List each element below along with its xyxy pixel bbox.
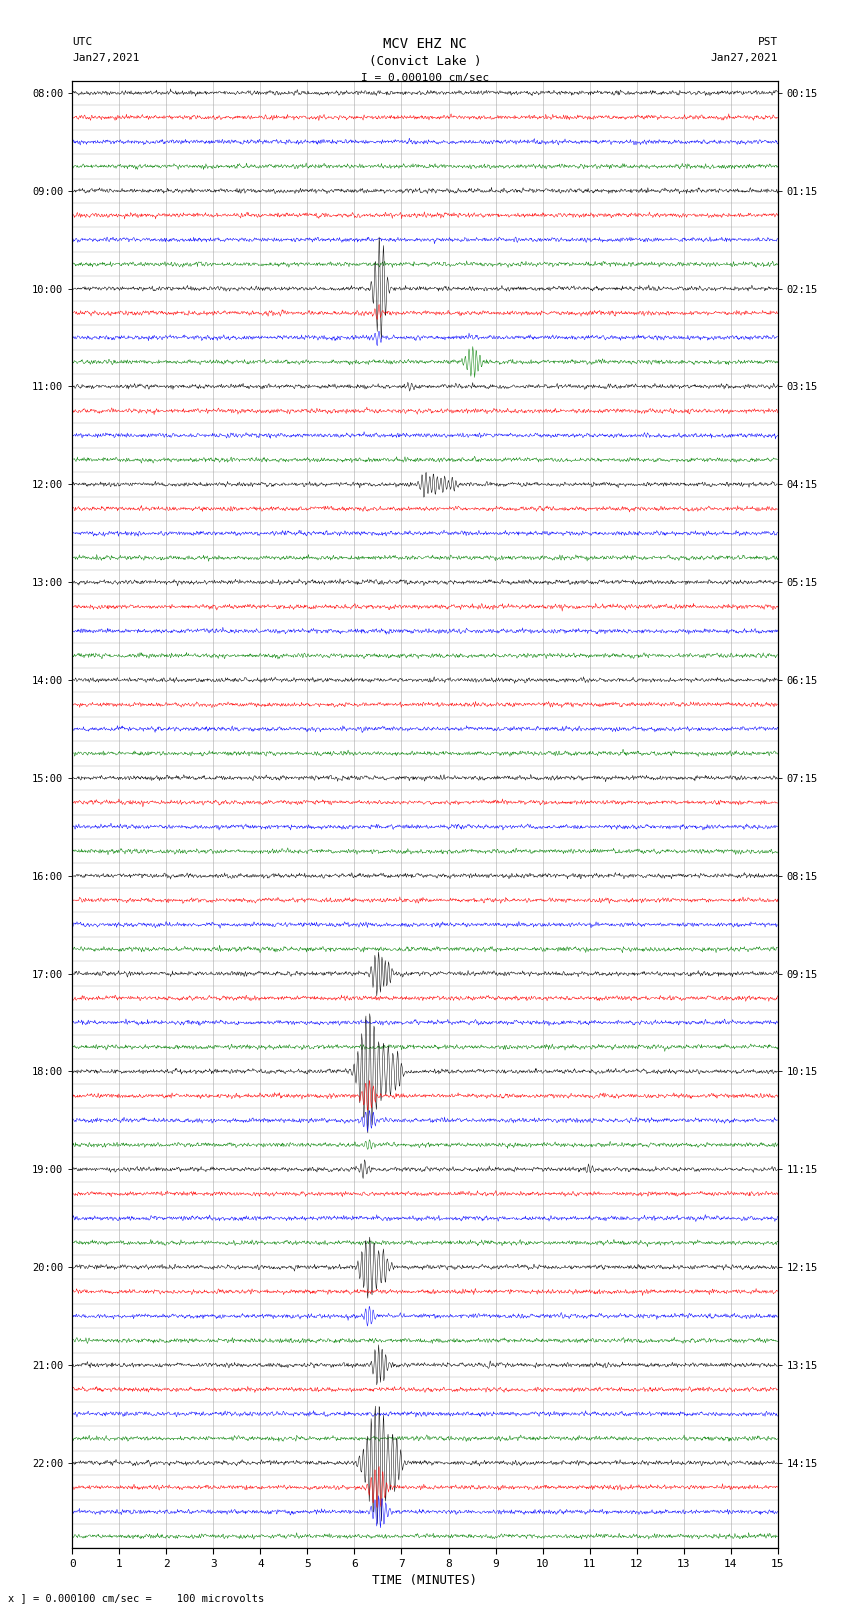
- Text: MCV EHZ NC: MCV EHZ NC: [383, 37, 467, 52]
- Text: x ] = 0.000100 cm/sec =    100 microvolts: x ] = 0.000100 cm/sec = 100 microvolts: [8, 1594, 264, 1603]
- Text: I = 0.000100 cm/sec: I = 0.000100 cm/sec: [361, 73, 489, 82]
- Text: (Convict Lake ): (Convict Lake ): [369, 55, 481, 68]
- Text: PST: PST: [757, 37, 778, 47]
- X-axis label: TIME (MINUTES): TIME (MINUTES): [372, 1574, 478, 1587]
- Text: Jan27,2021: Jan27,2021: [72, 53, 139, 63]
- Text: UTC: UTC: [72, 37, 93, 47]
- Text: Jan27,2021: Jan27,2021: [711, 53, 778, 63]
